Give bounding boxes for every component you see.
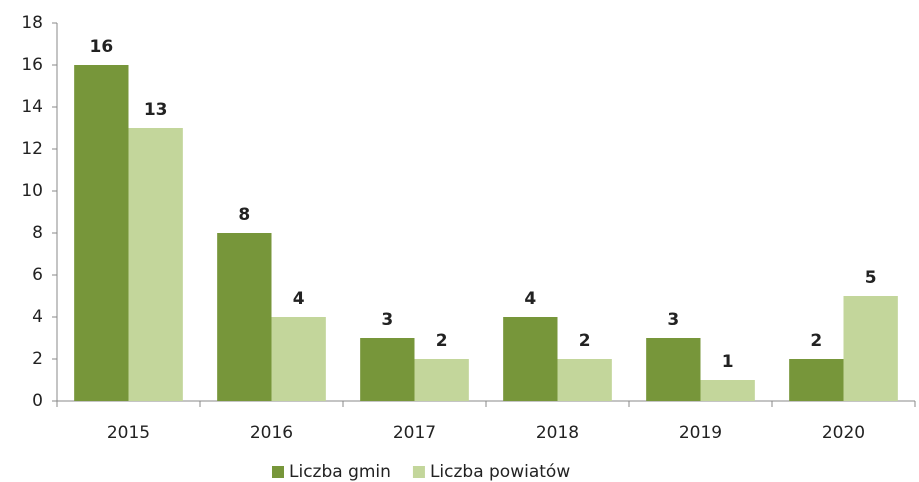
bar	[217, 233, 272, 401]
x-tick-label: 2019	[679, 423, 722, 443]
x-tick-label: 2018	[536, 423, 579, 443]
y-tick-label: 6	[32, 265, 43, 285]
data-label: 1	[722, 352, 734, 372]
bar	[360, 338, 415, 401]
y-tick-label: 4	[32, 307, 43, 327]
legend-label: Liczba gmin	[289, 462, 391, 482]
bar	[74, 65, 129, 401]
data-label: 2	[579, 331, 591, 351]
y-tick-label: 18	[21, 13, 43, 33]
y-tick-label: 14	[21, 97, 43, 117]
data-label: 5	[865, 268, 877, 288]
bar	[503, 317, 558, 401]
bar	[789, 359, 844, 401]
data-label: 3	[667, 310, 679, 330]
data-label: 2	[436, 331, 448, 351]
bar	[414, 359, 469, 401]
data-label: 4	[524, 289, 536, 309]
bar	[700, 380, 755, 401]
y-tick-label: 8	[32, 223, 43, 243]
data-label: 13	[144, 100, 168, 120]
bar	[646, 338, 701, 401]
y-tick-label: 10	[21, 181, 43, 201]
data-label: 8	[238, 205, 250, 225]
legend-swatch	[272, 466, 284, 478]
bar	[271, 317, 326, 401]
x-tick-label: 2015	[107, 423, 150, 443]
y-tick-label: 0	[32, 391, 43, 411]
legend-label: Liczba powiatów	[430, 462, 570, 482]
y-tick-label: 16	[21, 55, 43, 75]
x-tick-label: 2017	[393, 423, 436, 443]
legend-swatch	[412, 466, 425, 478]
data-label: 16	[89, 37, 113, 57]
y-tick-label: 12	[21, 139, 43, 159]
bar	[843, 296, 898, 401]
x-tick-label: 2020	[822, 423, 865, 443]
data-label: 2	[810, 331, 822, 351]
data-label: 4	[293, 289, 305, 309]
bar	[557, 359, 612, 401]
bar	[128, 128, 183, 401]
x-tick-label: 2016	[250, 423, 293, 443]
data-label: 3	[381, 310, 393, 330]
y-tick-label: 2	[32, 349, 43, 369]
